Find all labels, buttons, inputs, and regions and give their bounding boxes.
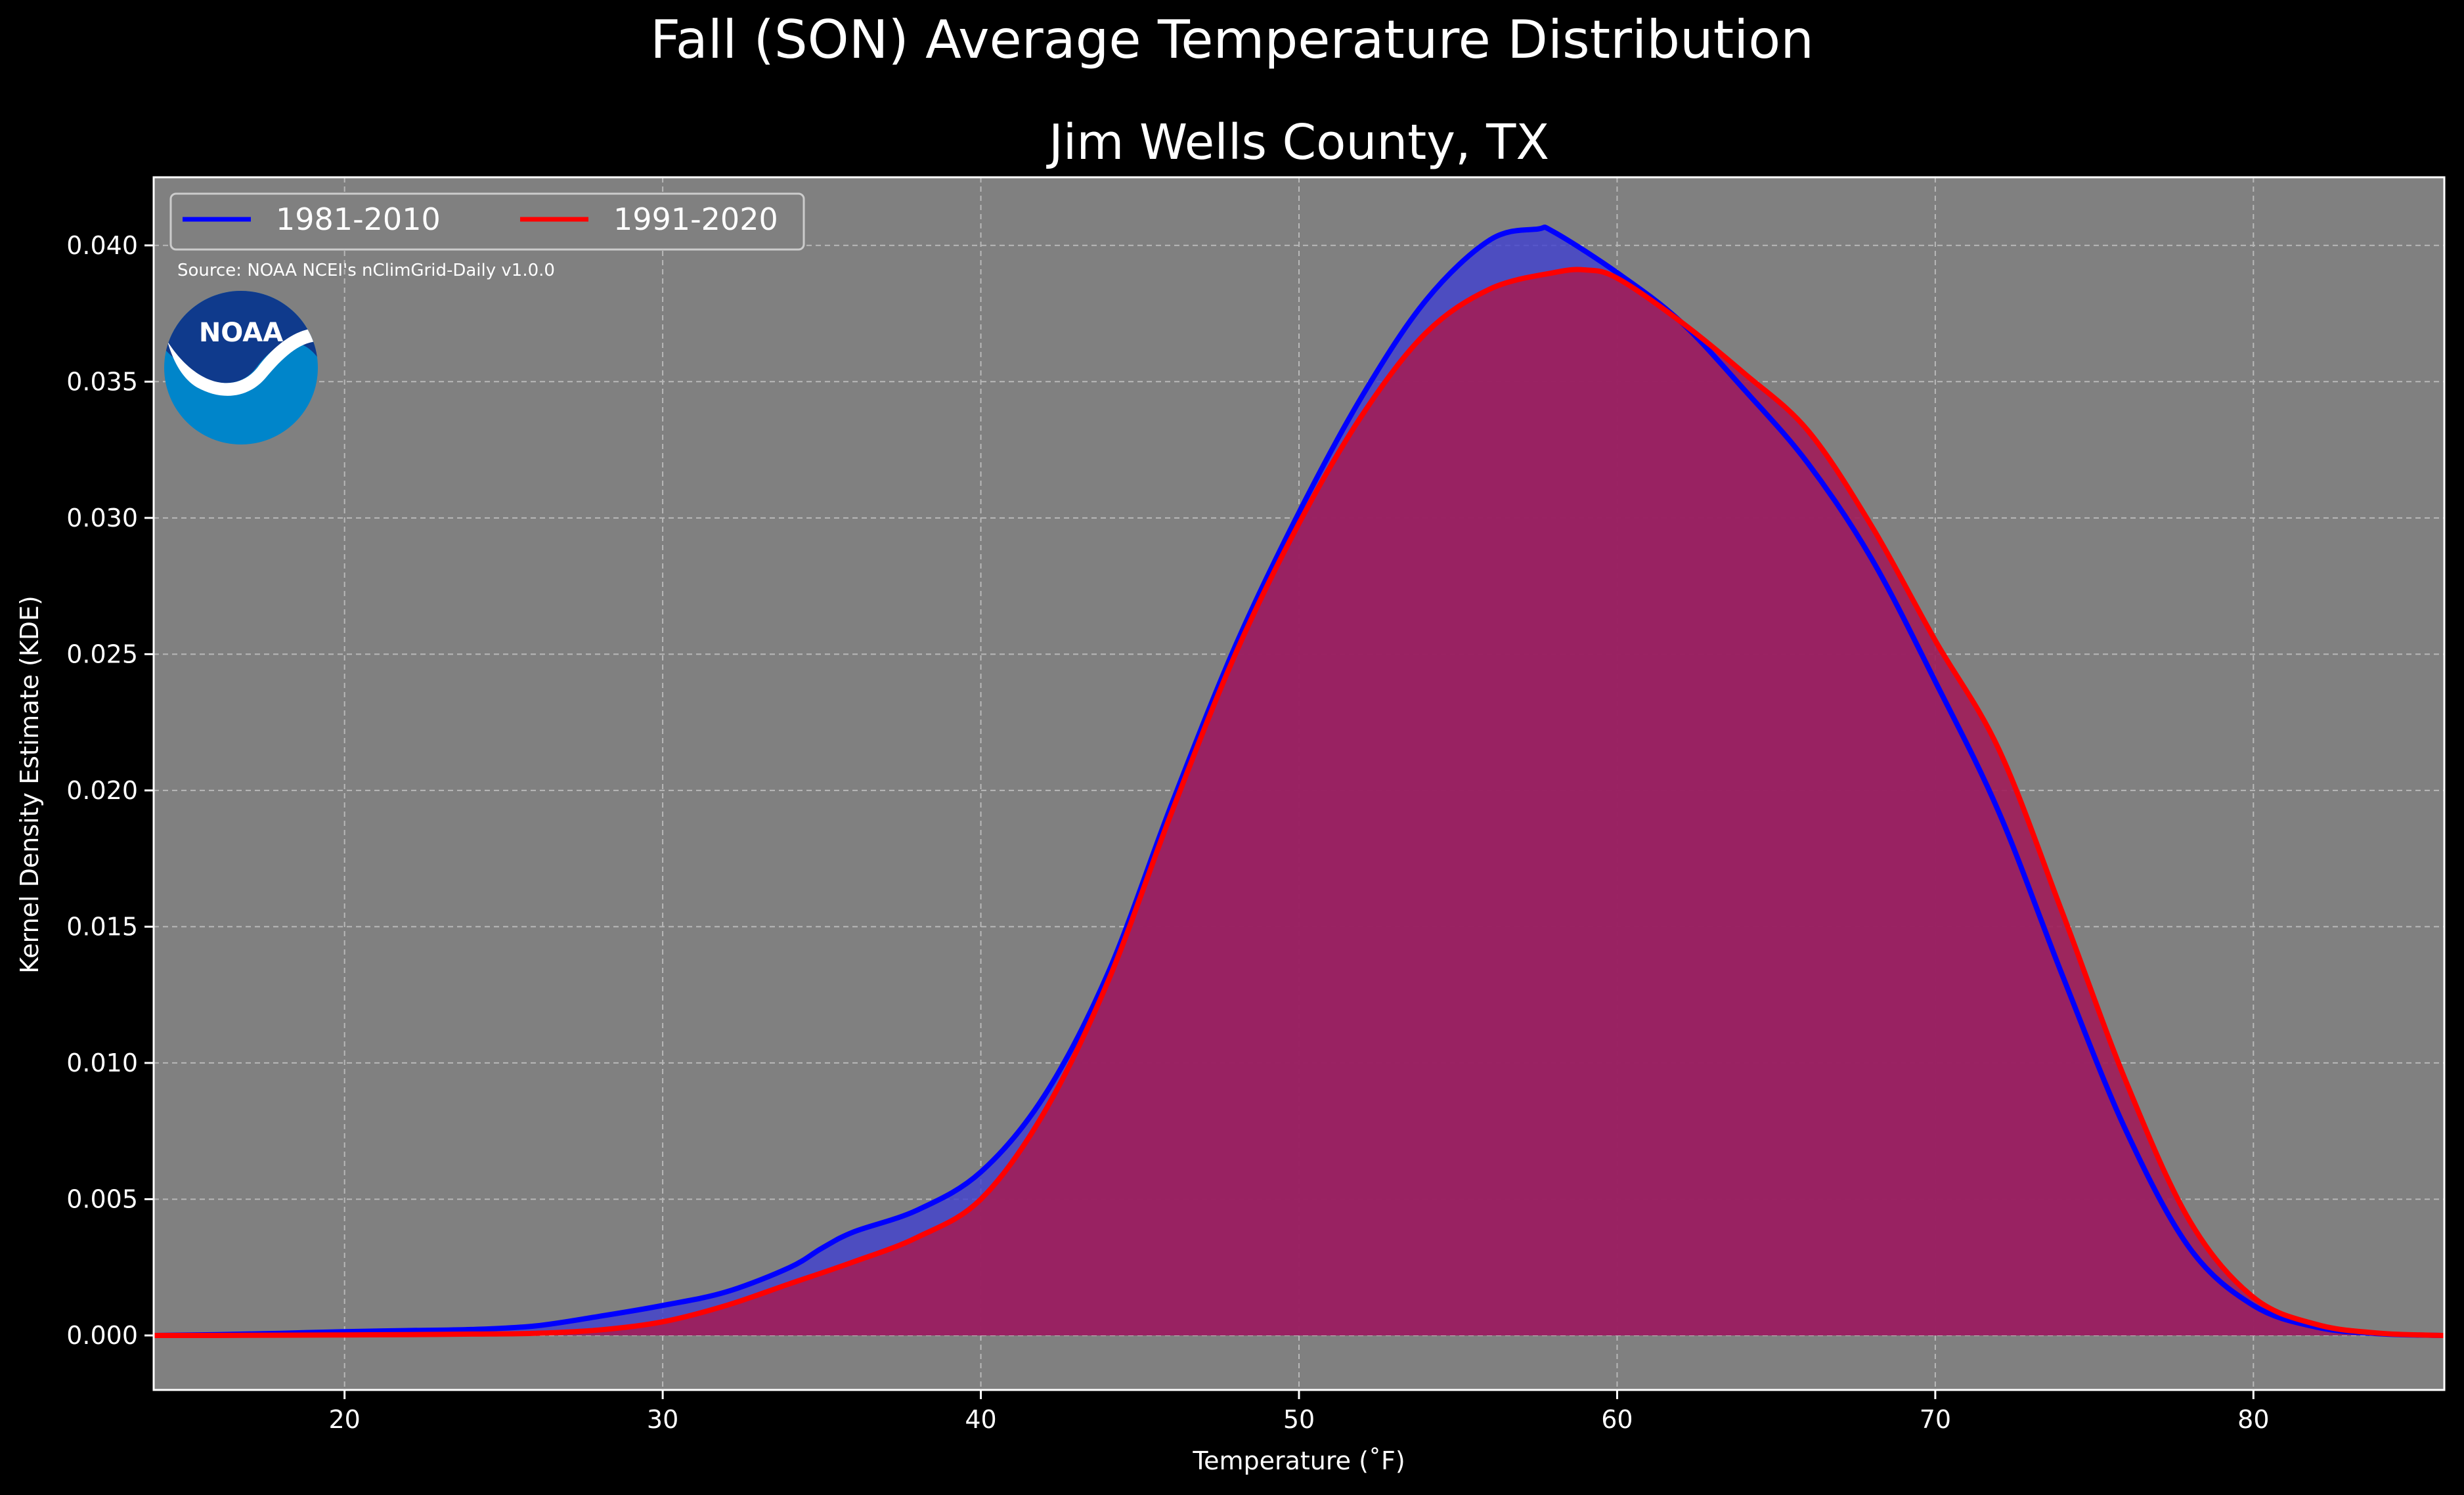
y-tick-label: 0.035 bbox=[66, 367, 138, 396]
y-axis-label: Kernel Density Estimate (KDE) bbox=[15, 596, 44, 974]
y-tick-label: 0.010 bbox=[66, 1049, 138, 1077]
y-tick-label: 0.030 bbox=[66, 504, 138, 532]
legend: 1981-2010 1991-2020 bbox=[169, 192, 805, 251]
y-tick-label: 0.025 bbox=[66, 639, 138, 668]
chart-subtitle: Jim Wells County, TX bbox=[1046, 114, 1549, 171]
legend-label-1991-2020: 1991-2020 bbox=[613, 202, 778, 237]
x-tick-label: 40 bbox=[965, 1405, 996, 1434]
x-tick-label: 20 bbox=[328, 1405, 360, 1434]
y-tick-label: 0.015 bbox=[66, 912, 138, 941]
x-tick-label: 50 bbox=[1283, 1405, 1315, 1434]
axis-ticks: 20 30 40 50 60 70 80 0.000 0.005 0.010 0.015 0.020 0… bbox=[66, 231, 2269, 1434]
noaa-logo-text: NOAA bbox=[199, 318, 283, 348]
x-tick-label: 70 bbox=[1920, 1405, 1951, 1434]
y-tick-label: 0.000 bbox=[66, 1321, 138, 1350]
legend-label-1981-2010: 1981-2010 bbox=[276, 202, 441, 237]
noaa-logo-gull bbox=[167, 328, 317, 396]
x-axis-label: Temperature (˚F) bbox=[1192, 1446, 1405, 1475]
x-tick-label: 80 bbox=[2237, 1405, 2269, 1434]
series-1991-2020-fill bbox=[154, 269, 2444, 1336]
chart-title: Fall (SON) Average Temperature Distribut… bbox=[650, 9, 1814, 70]
y-tick-label: 0.040 bbox=[66, 231, 138, 260]
noaa-logo-upper bbox=[164, 291, 318, 383]
legend-box bbox=[169, 192, 805, 251]
y-tick-label: 0.020 bbox=[66, 776, 138, 805]
series-1981-2010-line bbox=[153, 225, 2445, 1338]
series-1991-2020-line bbox=[153, 267, 2445, 1339]
y-tick-label: 0.005 bbox=[66, 1184, 138, 1213]
source-note: Source: NOAA NCEI's nClimGrid-Daily v1.0… bbox=[177, 261, 555, 280]
noaa-logo: NOAA bbox=[164, 291, 318, 444]
x-tick-label: 60 bbox=[1601, 1405, 1633, 1434]
x-tick-label: 30 bbox=[647, 1405, 678, 1434]
